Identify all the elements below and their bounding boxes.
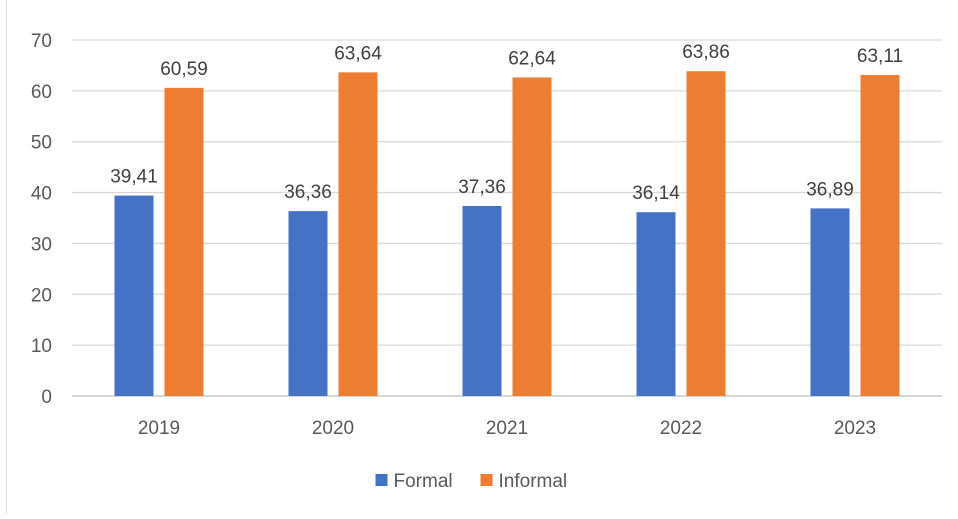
y-tick-label-50: 50 — [31, 133, 52, 154]
data-label-formal-2021: 37,36 — [458, 177, 506, 198]
x-tick-label-2021: 2021 — [486, 418, 528, 439]
x-tick-label-2020: 2020 — [312, 418, 354, 439]
bar-informal-2020 — [338, 72, 378, 396]
y-tick-label-0: 0 — [41, 387, 52, 408]
data-label-formal-2022: 36,14 — [632, 183, 680, 204]
bar-formal-2023 — [810, 208, 850, 396]
data-label-formal-2019: 39,41 — [110, 167, 158, 188]
legend: Formal Informal — [375, 471, 568, 492]
y-tick-label-30: 30 — [31, 234, 52, 255]
bar-informal-2019 — [164, 87, 204, 397]
bar-formal-2021 — [462, 205, 502, 396]
x-tick-label-2022: 2022 — [660, 418, 702, 439]
bars — [114, 71, 900, 397]
data-label-formal-2020: 36,36 — [284, 182, 332, 203]
y-tick-label-60: 60 — [31, 82, 52, 103]
y-axis-tick-labels: 0 10 20 30 40 50 60 70 — [31, 31, 52, 408]
data-label-informal-2022: 63,86 — [682, 42, 730, 63]
x-axis-tick-labels: 2019 2020 2021 2022 2023 — [138, 418, 876, 439]
frame-border — [6, 0, 7, 514]
x-tick-label-2023: 2023 — [834, 418, 876, 439]
legend-label-informal: Informal — [499, 471, 568, 492]
data-label-formal-2023: 36,89 — [806, 179, 854, 200]
y-tick-label-70: 70 — [31, 31, 52, 52]
data-labels: 39,41 60,59 36,36 63,64 37,36 62,64 36,14 63,86… — [110, 42, 903, 204]
y-tick-label-40: 40 — [31, 184, 52, 205]
x-tick-label-2019: 2019 — [138, 418, 180, 439]
y-tick-label-10: 10 — [31, 336, 52, 357]
legend-swatch-formal — [375, 474, 388, 486]
bar-formal-2020 — [288, 211, 328, 396]
data-label-informal-2023: 63,11 — [857, 46, 903, 67]
legend-swatch-informal — [480, 474, 493, 486]
y-tick-label-20: 20 — [31, 285, 52, 306]
legend-label-formal: Formal — [394, 471, 453, 492]
data-label-informal-2020: 63,64 — [334, 43, 382, 64]
gridlines — [72, 39, 942, 397]
bar-formal-2019 — [114, 195, 154, 396]
bar-informal-2021 — [512, 77, 552, 397]
data-label-informal-2019: 60,59 — [160, 59, 208, 80]
data-label-informal-2021: 62,64 — [508, 48, 556, 69]
bar-informal-2022 — [686, 71, 726, 396]
bar-formal-2022 — [636, 212, 676, 396]
bar-informal-2023 — [860, 75, 900, 396]
